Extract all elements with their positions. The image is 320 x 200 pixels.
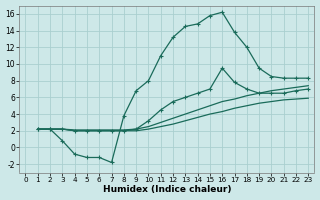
X-axis label: Humidex (Indice chaleur): Humidex (Indice chaleur): [103, 185, 231, 194]
